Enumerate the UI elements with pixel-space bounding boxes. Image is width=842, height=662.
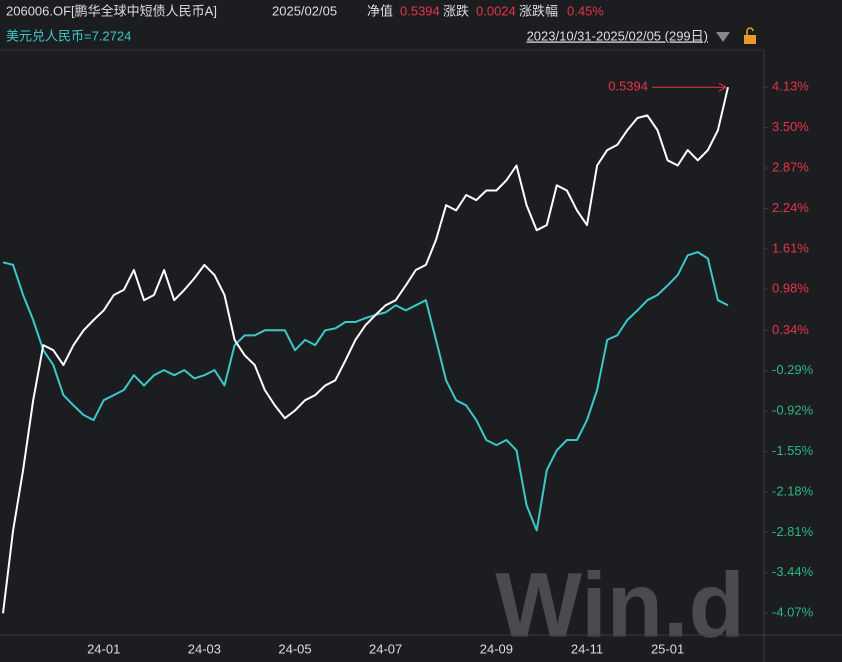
y-tick-label: -3.44% [772,564,814,579]
x-tick-label: 24-11 [571,641,603,656]
annotation-arrowhead [718,82,727,92]
y-tick-label: 1.61% [772,240,809,255]
date-range[interactable]: 2023/10/31-2025/02/05 (299日) [527,28,708,43]
series-line [2,86,729,614]
lock-shackle [746,27,754,35]
y-tick-label: 0.34% [772,322,809,337]
y-tick-label: 3.50% [772,119,809,134]
y-tick-label: 2.24% [772,200,809,215]
lock-body [744,35,756,44]
nav-label: 净值 [367,3,393,18]
series-line [2,251,729,532]
watermark: Win.d [495,554,745,656]
change-pct-value: 0.45% [567,3,604,18]
x-tick-label: 25-01 [651,641,684,656]
x-tick-label: 24-05 [278,641,311,656]
y-tick-label: -2.18% [772,483,814,498]
y-tick-label: 4.13% [772,79,809,94]
lock-icon[interactable] [744,27,756,44]
fund-code: 206006.OF[鹏华全球中短债人民币A] [6,3,217,18]
y-tick-label: -0.92% [772,403,814,418]
x-tick-label: 24-07 [369,641,402,656]
y-tick-label: -0.29% [772,362,814,377]
change-pct-label: 涨跌幅 [519,3,558,18]
date: 2025/02/05 [272,3,337,18]
x-tick-label: 24-09 [480,641,513,656]
change-value: 0.0024 [476,3,516,18]
y-tick-label: 0.98% [772,281,809,296]
change-label: 涨跌 [443,3,469,18]
y-tick-label: -2.81% [772,524,814,539]
y-tick-label: -4.07% [772,605,814,620]
nav-value: 0.5394 [400,3,440,18]
y-tick-label: -1.55% [772,443,814,458]
y-tick-label: 2.87% [772,159,809,174]
legend-fx: 美元兑人民币=7.2724 [6,28,131,43]
x-tick-label: 24-03 [188,641,221,656]
x-tick-label: 24-01 [87,641,120,656]
annotation-label: 0.5394 [608,79,648,94]
dropdown-icon[interactable] [716,32,730,42]
